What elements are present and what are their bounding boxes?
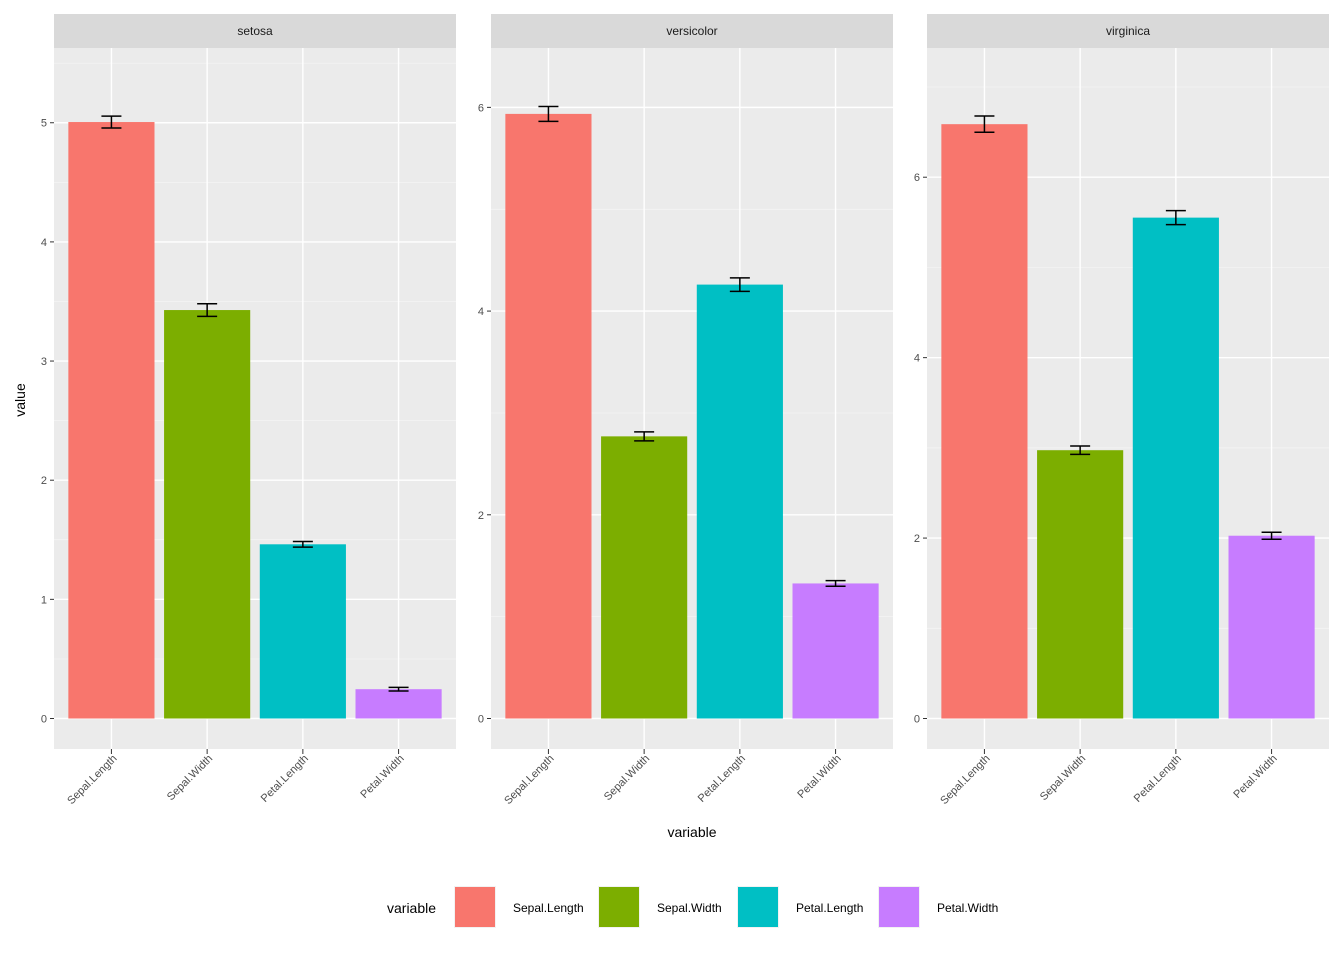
y-tick-label: 5 — [41, 118, 47, 130]
error-bar-Sepal.Length — [974, 115, 995, 134]
x-tick-label: Petal.Width — [1231, 753, 1279, 801]
error-bar-Sepal.Width — [1070, 445, 1091, 456]
x-tick-label: Sepal.Width — [1038, 753, 1088, 803]
facet-strip-label: setosa — [237, 24, 273, 38]
bar-Petal.Width — [792, 583, 879, 719]
error-bar-Sepal.Length — [101, 115, 122, 129]
facet-panels: setosa 0 1 2 3 4 5 Sepal.Length Sepal.Width Petal… — [41, 14, 1329, 807]
y-tick-label: 1 — [41, 594, 47, 606]
legend-item-Sepal.Width: Sepal.Width — [598, 886, 722, 928]
y-tick-label: 0 — [41, 714, 47, 726]
legend-label: Petal.Width — [937, 901, 998, 915]
y-tick-label: 4 — [914, 353, 920, 365]
bar-Sepal.Width — [601, 436, 688, 719]
x-tick-label: Sepal.Width — [165, 753, 215, 803]
x-tick-label: Petal.Width — [795, 753, 843, 801]
bar-Sepal.Length — [68, 122, 155, 719]
legend: variable Sepal.Length Sepal.Width Petal.Le… — [387, 886, 998, 928]
facet-strip-label: virginica — [1106, 24, 1150, 38]
legend-label: Sepal.Length — [513, 901, 584, 915]
bar-Petal.Length — [696, 284, 783, 719]
error-bar-Sepal.Length — [538, 105, 559, 123]
bar-Petal.Width — [355, 689, 442, 719]
bar-Petal.Width — [1228, 535, 1315, 719]
error-bar-Petal.Width — [1261, 531, 1282, 540]
y-tick-label: 2 — [478, 510, 484, 522]
facet-panel-virginica: virginica 0 2 4 6 Sepal.Length Sepal.Width Peta… — [914, 14, 1329, 807]
x-tick-label: Sepal.Length — [938, 753, 992, 807]
y-tick-label: 4 — [478, 306, 484, 318]
error-bar-Petal.Width — [388, 686, 409, 692]
legend-title: variable — [387, 900, 436, 916]
x-tick-label: Petal.Length — [696, 753, 748, 805]
facet-strip — [54, 14, 456, 48]
error-bar-Petal.Length — [292, 540, 313, 548]
x-tick-label: Sepal.Width — [602, 753, 652, 803]
bar-Petal.Length — [259, 544, 346, 719]
legend-item-Sepal.Length: Sepal.Length — [454, 886, 584, 928]
legend-key-swatch — [738, 887, 778, 927]
y-tick-label: 6 — [478, 102, 484, 114]
facet-strip-label: versicolor — [666, 24, 717, 38]
legend-key-swatch — [879, 887, 919, 927]
bar-Sepal.Width — [164, 310, 251, 719]
facet-panel-versicolor: versicolor 0 2 4 6 Sepal.Length Sepal.Width Pet… — [478, 14, 893, 807]
x-tick-label: Petal.Width — [358, 753, 406, 801]
y-tick-label: 3 — [41, 356, 47, 368]
x-tick-label: Petal.Length — [1132, 753, 1184, 805]
bar-Petal.Length — [1132, 217, 1219, 719]
y-tick-label: 4 — [41, 237, 47, 249]
x-axis-title: variable — [667, 824, 716, 840]
legend-label: Sepal.Width — [657, 901, 722, 915]
error-bar-Petal.Length — [729, 277, 750, 293]
bar-Sepal.Width — [1037, 450, 1124, 719]
error-bar-Petal.Length — [1165, 209, 1186, 226]
legend-label: Petal.Length — [796, 901, 863, 915]
legend-key-swatch — [455, 887, 495, 927]
legend-item-Petal.Width: Petal.Width — [878, 886, 998, 928]
facet-strip — [491, 14, 893, 48]
y-tick-label: 2 — [41, 475, 47, 487]
y-tick-label: 0 — [478, 714, 484, 726]
facet-strip — [927, 14, 1329, 48]
error-bar-Petal.Width — [825, 579, 846, 588]
x-tick-label: Petal.Length — [259, 753, 311, 805]
legend-item-Petal.Length: Petal.Length — [737, 886, 863, 928]
legend-key-swatch — [599, 887, 639, 927]
x-tick-label: Sepal.Length — [65, 753, 119, 807]
bar-Sepal.Length — [941, 124, 1028, 719]
y-tick-label: 0 — [914, 714, 920, 726]
bar-Sepal.Length — [505, 113, 592, 719]
error-bar-Sepal.Width — [634, 431, 655, 442]
y-tick-label: 6 — [914, 172, 920, 184]
error-bar-Sepal.Width — [197, 302, 218, 318]
x-tick-label: Sepal.Length — [502, 753, 556, 807]
facet-panel-setosa: setosa 0 1 2 3 4 5 Sepal.Length Sepal.Width Petal… — [41, 14, 456, 807]
y-axis-title: value — [12, 383, 28, 417]
y-tick-label: 2 — [914, 533, 920, 545]
